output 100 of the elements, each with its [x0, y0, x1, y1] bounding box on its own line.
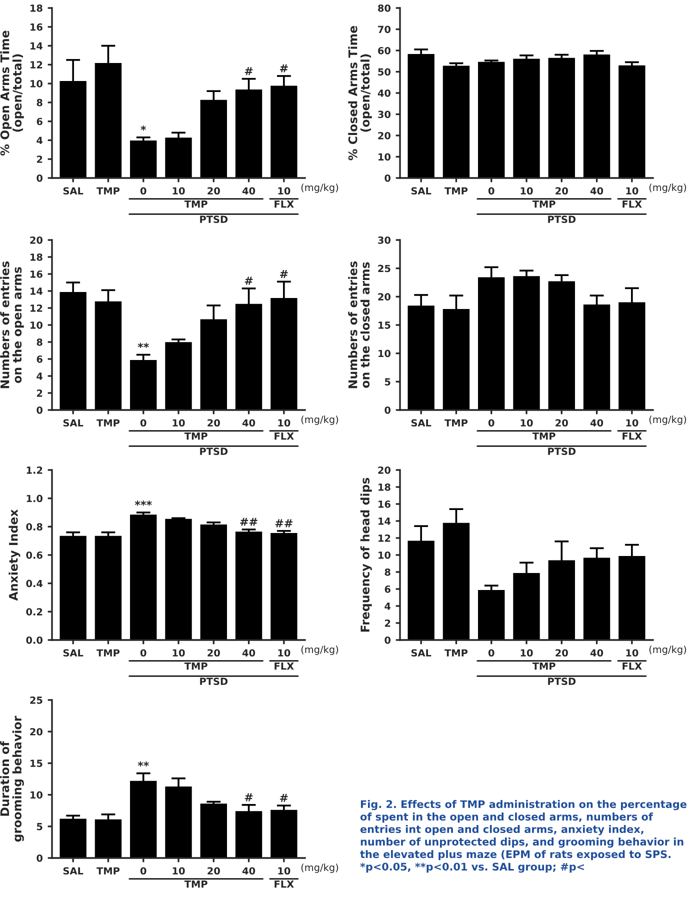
x-tick-label: 10: [278, 867, 290, 875]
bar: [478, 62, 505, 178]
y-tick-label: 50: [378, 68, 391, 76]
y-tick-label: 10: [378, 551, 391, 559]
y-tick-label: 4: [36, 372, 43, 380]
text: FLX: [622, 432, 642, 440]
text: PTSD: [548, 216, 576, 224]
text: FLX: [274, 880, 294, 888]
bar: [270, 533, 298, 640]
caption: Fig. 2. Effects of TMP administration on the percentage of spent in the open and closed arms, numbers of entries int open and closed arms, anxiety index, number of unprotected dips, and grooming behavior in the elevated plus maze (EPM of rats exposed to SPS. *p<0.05, **p<0.01 vs. SAL group; #p<: [360, 800, 686, 873]
y-tick-label: 30: [378, 110, 391, 118]
y-tick-label: 0: [384, 636, 391, 644]
y-tick-label: 12: [378, 534, 390, 542]
bar: [165, 138, 192, 178]
y-tick-label: 10: [30, 80, 43, 88]
y-tick-label: 14: [30, 288, 43, 295]
x-tick-label: 40: [590, 187, 604, 195]
bar: [548, 58, 575, 178]
x-tick-label: 10: [172, 867, 185, 875]
y-tick-label: 2: [384, 619, 390, 627]
y-tick-label: 70: [378, 26, 391, 34]
bar: [200, 524, 227, 640]
y-axis-title: Anxiety Index: [8, 509, 20, 601]
text: PTSD: [200, 216, 228, 224]
x-tick-label: TMP: [444, 419, 468, 426]
x-tick-label: 0: [140, 419, 146, 427]
x-tick-label: TMP: [444, 187, 468, 194]
text: FLX: [274, 432, 294, 440]
y-tick-label: 1.2: [26, 466, 42, 474]
y-tick-label: 18: [30, 4, 42, 12]
text: (mg/kg): [301, 184, 338, 193]
x-tick-label: TMP: [96, 187, 120, 194]
y-tick-label: 14: [30, 42, 43, 50]
y-tick-label: 15: [378, 322, 390, 329]
x-tick-label: 10: [278, 187, 290, 195]
y-tick-label: 1.0: [26, 494, 43, 502]
x-tick-label: 10: [626, 649, 638, 657]
y-tick-label: 0: [36, 854, 43, 862]
bar: [130, 140, 157, 178]
y-tick-label: 6: [36, 355, 42, 363]
text: PTSD: [200, 678, 228, 686]
text: PTSD: [548, 678, 576, 686]
x-tick-label: 40: [242, 649, 256, 657]
x-tick-label: 0: [488, 419, 494, 427]
data-label: #: [244, 67, 253, 76]
x-tick-label: 10: [520, 649, 533, 657]
y-tick-label: 8: [36, 98, 42, 106]
y-tick-label: 25: [378, 264, 390, 272]
bar: [94, 536, 122, 640]
data-label: *: [140, 125, 146, 131]
x-tick-label: 40: [590, 649, 604, 657]
x-tick-label: 20: [208, 419, 220, 427]
y-tick-label: 20: [378, 132, 391, 140]
bar: [165, 342, 192, 410]
y-tick-label: 10: [378, 153, 391, 161]
y-tick-label: 4: [384, 602, 391, 610]
y-axis-title: % Closed Arms Time (open/total): [348, 26, 372, 160]
x-tick-label: 10: [520, 187, 533, 195]
x-tick-label: 10: [278, 649, 290, 657]
x-tick-label: 0: [140, 867, 146, 875]
y-axis-title: Frequency of head dips: [360, 478, 372, 632]
x-tick-label: SAL: [411, 649, 432, 657]
x-tick-label: 10: [626, 187, 638, 195]
bar: [618, 65, 646, 178]
text: TMP: [184, 200, 208, 208]
y-tick-label: 25: [30, 696, 42, 704]
bar: [478, 590, 505, 640]
x-tick-label: 20: [556, 187, 568, 195]
x-tick-label: 40: [242, 419, 256, 427]
y-tick-label: 14: [378, 518, 391, 525]
y-tick-label: 20: [30, 236, 43, 244]
x-tick-label: 10: [172, 419, 185, 427]
x-tick-label: 0: [488, 649, 494, 657]
text: TMP: [532, 662, 556, 670]
bar: [94, 819, 122, 858]
x-tick-label: 40: [242, 867, 256, 875]
y-tick-label: 6: [384, 585, 390, 593]
y-tick-label: 60: [378, 46, 391, 54]
bar: [513, 58, 540, 178]
text: (mg/kg): [301, 416, 338, 425]
data-label: #: [280, 794, 288, 802]
x-tick-label: 40: [590, 419, 604, 427]
bar: [270, 810, 298, 858]
y-tick-label: 12: [30, 304, 42, 312]
bar: [130, 514, 157, 640]
y-tick-label: 16: [30, 23, 42, 31]
y-tick-label: 16: [30, 270, 42, 278]
x-tick-label: SAL: [411, 419, 432, 427]
y-tick-label: 0: [384, 406, 391, 414]
y-tick-label: 0.0: [26, 636, 43, 644]
y-tick-label: 0: [384, 174, 391, 182]
x-tick-label: TMP: [96, 867, 120, 874]
x-tick-label: SAL: [63, 867, 84, 875]
x-tick-label: 40: [242, 187, 256, 195]
y-tick-label: 18: [378, 483, 390, 491]
x-tick-label: SAL: [63, 419, 84, 427]
y-tick-label: 8: [36, 338, 42, 346]
x-tick-label: 20: [208, 187, 220, 195]
x-tick-label: 10: [172, 187, 185, 195]
y-tick-label: 2: [36, 156, 42, 163]
